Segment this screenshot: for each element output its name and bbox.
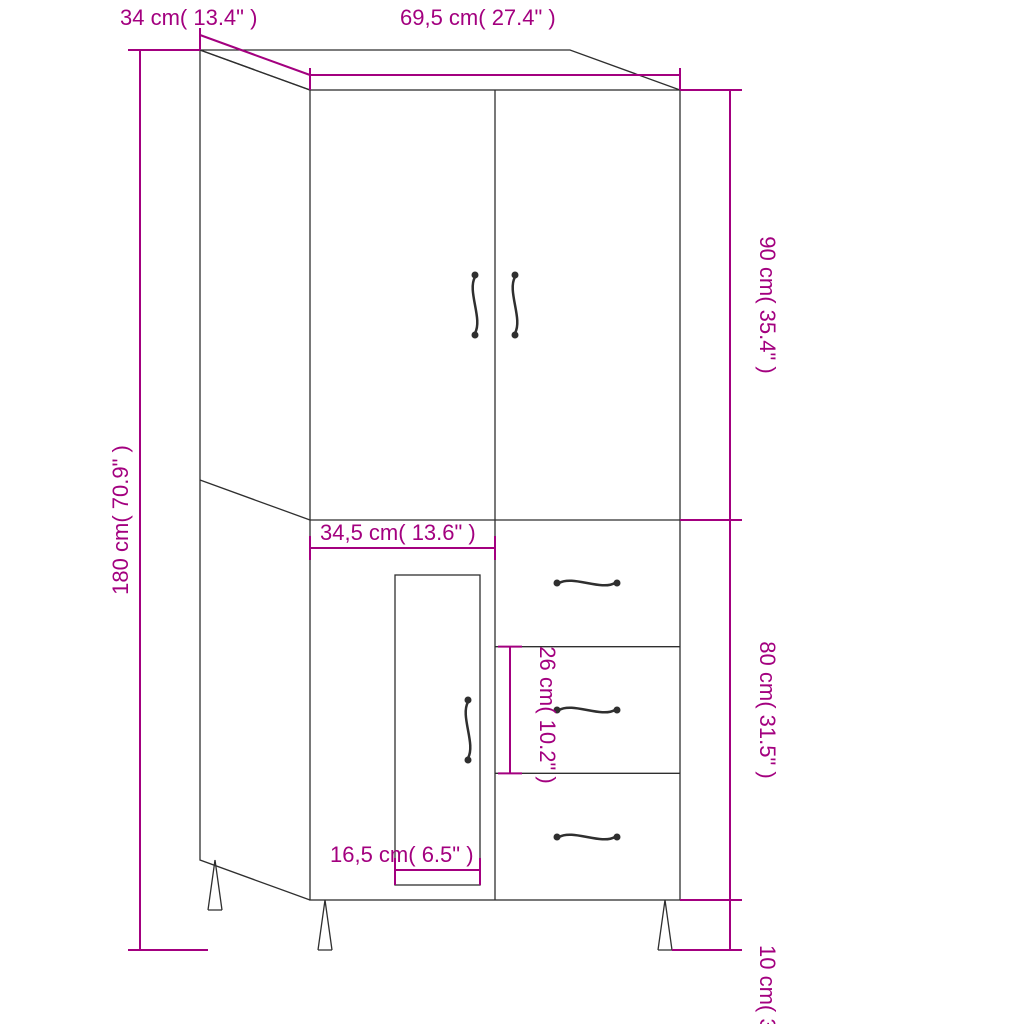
lower-door-handle — [465, 697, 472, 764]
dim-total-h: 180 cm( 70.9" ) — [108, 50, 208, 950]
upper-right-handle — [512, 272, 519, 339]
dim-inset-w: 16,5 cm( 6.5" ) — [330, 842, 480, 885]
drawer-3-handle — [554, 834, 621, 841]
dim-half-w-label: 34,5 cm( 13.6" ) — [320, 520, 476, 545]
side-mid-line — [200, 480, 310, 520]
dim-leg-h-label: 10 cm( 3.9" ) — [755, 945, 780, 1024]
dim-lower-h-label: 80 cm( 31.5" ) — [755, 641, 780, 778]
dim-upper-h-label: 90 cm( 35.4" ) — [755, 236, 780, 373]
legs — [208, 860, 672, 950]
dim-depth: 34 cm( 13.4" ) — [120, 5, 310, 90]
dim-width-label: 69,5 cm( 27.4" ) — [400, 5, 556, 30]
drawer-2-handle — [554, 707, 621, 714]
dim-depth-label: 34 cm( 13.4" ) — [120, 5, 257, 30]
side-face — [200, 50, 310, 900]
drawer-1-handle — [554, 580, 621, 587]
dim-half-w: 34,5 cm( 13.6" ) — [310, 520, 495, 560]
dim-drawer-h: 26 cm( 10.2" ) — [498, 646, 560, 783]
dim-total-h-label: 180 cm( 70.9" ) — [108, 445, 133, 595]
dim-width: 69,5 cm( 27.4" ) — [310, 5, 680, 90]
top-face — [200, 50, 680, 90]
upper-left-handle — [472, 272, 479, 339]
dim-drawer-h-label: 26 cm( 10.2" ) — [535, 646, 560, 783]
dim-right-stack: 90 cm( 35.4" ) 80 cm( 31.5" ) 10 cm( 3.9… — [672, 90, 780, 1024]
cabinet-drawing — [200, 50, 680, 950]
dim-inset-w-label: 16,5 cm( 6.5" ) — [330, 842, 474, 867]
